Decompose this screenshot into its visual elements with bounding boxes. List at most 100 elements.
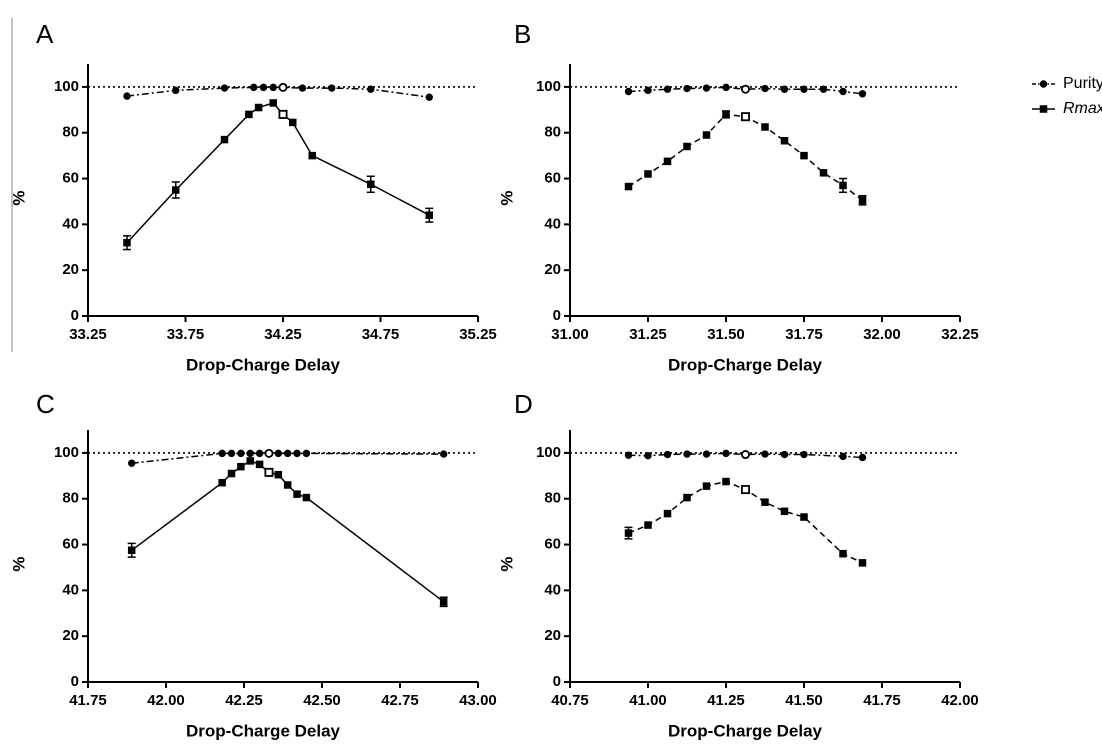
chart-panel-b: B 0 20 40 60 80 100 31.00 31.25 31.50 31.75 32.00 32… <box>497 19 978 375</box>
panel-letter: B <box>514 19 531 49</box>
series-line-rmax <box>628 480 863 564</box>
data-point-purity <box>237 449 245 458</box>
y-tick-label: 100 <box>536 78 561 95</box>
data-point-purity <box>819 85 828 93</box>
y-tick-label: 60 <box>62 536 79 553</box>
data-point-rmax <box>254 103 263 112</box>
legend-label: Purity <box>1063 75 1102 92</box>
data-point-rmax <box>283 481 292 489</box>
y-tick-label: 40 <box>62 581 79 598</box>
legend: Purity Rmax <box>1032 75 1102 117</box>
data-point-rmax <box>761 498 769 506</box>
x-tick-label: 42.00 <box>147 692 185 709</box>
data-point-purity <box>302 449 311 458</box>
data-point-rmax <box>663 157 672 166</box>
data-point-purity <box>780 85 789 93</box>
data-point-purity <box>722 83 730 92</box>
data-point-rmax <box>278 109 288 119</box>
y-tick-label: 40 <box>544 215 561 232</box>
data-point-purity <box>761 450 769 458</box>
data-point-rmax <box>858 196 867 205</box>
data-point-rmax <box>308 151 316 160</box>
data-point-purity <box>858 90 867 98</box>
x-tick-label: 35.25 <box>459 326 497 343</box>
data-point-purity <box>858 453 867 462</box>
data-point-purity <box>722 449 730 458</box>
data-point-purity <box>250 83 258 92</box>
x-tick-label: 34.25 <box>264 326 302 343</box>
x-tick-label: 42.50 <box>303 692 341 709</box>
x-tick-label: 32.25 <box>941 326 979 343</box>
data-point-rmax <box>425 211 433 219</box>
x-tick-label: 41.50 <box>785 692 823 709</box>
y-tick-label: 0 <box>553 673 561 690</box>
chart-panel-c: C 0 20 40 60 80 100 41.75 42.00 42.25 42.50 42.75 43… <box>9 389 496 741</box>
x-axis-title: Drop-Charge Delay <box>186 721 341 740</box>
data-point-rmax <box>722 110 730 119</box>
data-point-rmax <box>218 478 226 487</box>
data-point-rmax <box>293 490 301 498</box>
data-point-rmax <box>227 469 236 478</box>
data-point-rmax <box>269 99 277 107</box>
data-point-purity <box>278 82 288 92</box>
series-line-rmax <box>126 102 430 244</box>
data-point-rmax <box>839 549 847 558</box>
legend-marker <box>1039 80 1048 88</box>
y-tick-label: 40 <box>544 581 561 598</box>
data-point-purity <box>264 448 274 458</box>
y-tick-label: 20 <box>62 627 79 644</box>
data-point-rmax <box>172 186 180 194</box>
data-point-rmax <box>245 110 253 119</box>
y-tick-label: 100 <box>54 444 79 461</box>
y-axis-title: % <box>9 190 28 205</box>
data-point-purity <box>624 87 633 96</box>
data-point-purity <box>644 86 652 95</box>
data-point-rmax <box>302 493 311 502</box>
data-point-rmax <box>624 182 633 191</box>
data-point-rmax <box>123 238 131 247</box>
data-point-purity <box>702 84 711 92</box>
series-line-purity <box>126 86 430 98</box>
y-tick-label: 80 <box>544 490 561 507</box>
y-tick-label: 20 <box>544 261 561 278</box>
data-point-rmax <box>683 493 691 502</box>
x-tick-label: 42.00 <box>941 692 979 709</box>
x-axis-title: Drop-Charge Delay <box>186 355 341 374</box>
data-point-rmax <box>819 169 828 177</box>
x-tick-label: 41.25 <box>707 692 745 709</box>
data-point-purity <box>839 452 847 461</box>
data-point-purity <box>439 450 448 458</box>
data-point-purity <box>780 450 789 459</box>
data-point-purity <box>127 459 136 467</box>
data-point-purity <box>741 450 751 460</box>
data-point-purity <box>227 449 236 458</box>
data-point-rmax <box>780 136 789 145</box>
panels: A 0 20 40 60 80 100 33.25 33.75 34.25 34.75 35.25 Dr… <box>9 19 978 741</box>
data-point-purity <box>683 450 691 458</box>
legend-label: Rmax <box>1063 100 1102 117</box>
y-axis-title: % <box>9 556 28 571</box>
data-point-purity <box>220 84 229 92</box>
data-point-purity <box>800 450 808 459</box>
y-tick-label: 0 <box>553 307 561 324</box>
data-point-rmax <box>255 460 264 469</box>
data-point-purity <box>839 87 847 96</box>
data-point-rmax <box>800 151 808 160</box>
data-point-rmax <box>246 457 254 465</box>
data-point-purity <box>683 84 691 93</box>
data-point-rmax <box>702 482 711 490</box>
x-tick-label: 31.50 <box>707 326 745 343</box>
x-tick-label: 41.75 <box>69 692 107 709</box>
data-point-rmax <box>274 470 283 479</box>
data-point-rmax <box>741 485 751 495</box>
data-point-purity <box>283 449 292 458</box>
y-tick-label: 60 <box>544 170 561 187</box>
data-point-purity <box>425 93 433 101</box>
y-tick-label: 80 <box>62 124 79 141</box>
data-point-purity <box>800 85 808 93</box>
data-point-purity <box>293 449 301 458</box>
x-tick-label: 33.25 <box>69 326 107 343</box>
data-point-purity <box>702 450 711 458</box>
x-tick-label: 31.75 <box>785 326 823 343</box>
data-point-purity <box>246 449 254 458</box>
